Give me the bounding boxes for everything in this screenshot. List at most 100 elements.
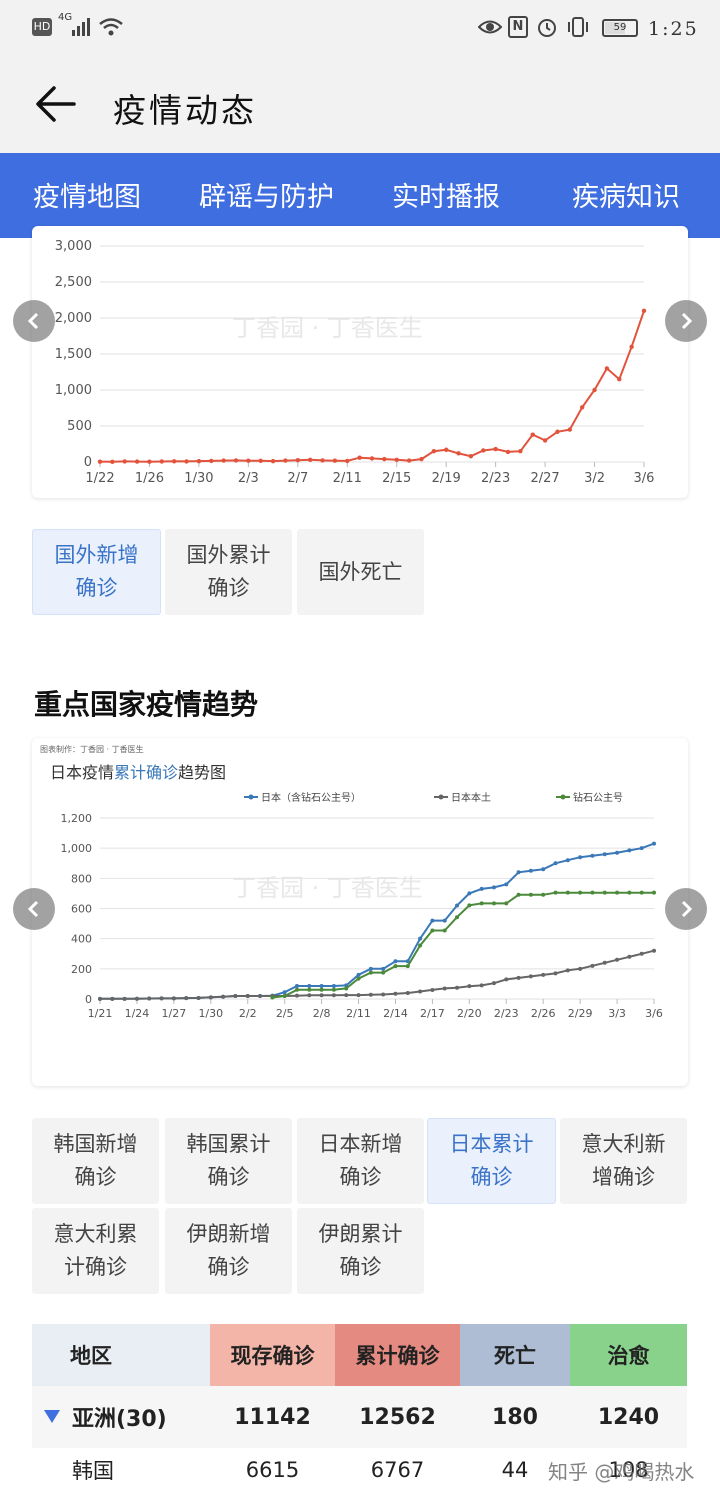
btn-korea-new[interactable]: 韩国新增确诊 [32,1118,159,1204]
data-point [381,992,386,997]
data-point [652,841,656,846]
btn-iran-new[interactable]: 伊朗新增确诊 [165,1208,292,1294]
data-point [481,448,486,453]
data-point [516,975,521,980]
data-point [504,882,509,887]
data-point [443,447,449,452]
y-tick-label: 1,000 [55,383,92,398]
btn-overseas-deaths[interactable]: 国外死亡 [297,529,424,615]
data-point [491,901,496,906]
data-point [110,996,115,1001]
x-tick-label: 2/5 [276,1007,294,1020]
data-point [418,936,423,941]
network-label: 4G [58,12,73,23]
back-arrow-icon[interactable] [34,82,78,126]
expand-triangle-icon[interactable] [44,1410,60,1423]
btn-iran-cumulative[interactable]: 伊朗累计确诊 [297,1208,424,1294]
table-row-asia[interactable] [32,1386,687,1448]
chart1-prev-button[interactable] [13,300,55,342]
data-point [553,971,558,976]
x-tick-label: 1/30 [184,471,213,486]
korea-current: 6615 [245,1458,300,1482]
tab-live-report[interactable]: 实时播报 [392,182,500,213]
data-point [344,993,349,998]
legend-label: 日本（含钻石公主号） [261,791,361,804]
btn-japan-cumulative[interactable]: 日本累计确诊 [427,1118,556,1204]
nfc-icon: N [508,16,528,38]
btn-japan-new[interactable]: 日本新增确诊 [297,1118,424,1204]
data-point [565,890,570,895]
data-point [553,890,558,895]
btn-italy-cumulative[interactable]: 意大利累计确诊 [32,1208,159,1294]
data-point [491,885,496,890]
btn-overseas-new[interactable]: 国外新增确诊 [32,529,161,615]
data-point [615,850,620,855]
chart-title: 日本疫情累计确诊趋势图 [50,763,226,782]
chart2-next-button[interactable] [665,888,707,930]
tab-epidemic-map[interactable]: 疫情地图 [33,182,141,213]
data-point [604,366,610,371]
data-point [578,966,583,971]
btn-overseas-cumulative[interactable]: 国外累计确诊 [165,529,292,615]
chart-watermark: 丁香园 · 丁香医生 [232,314,423,342]
data-point [530,432,535,437]
x-tick-label: 2/20 [457,1007,482,1020]
asia-region: 亚洲(30) [72,1407,167,1432]
y-tick-label: 500 [67,419,92,434]
data-point [493,446,498,452]
series-line-0 [100,842,655,1000]
data-point [578,855,583,860]
x-tick-label: 2/17 [420,1007,445,1020]
tab-rumor-protection[interactable]: 辟谣与防护 [199,182,334,213]
x-tick-label: 2/23 [494,1007,519,1020]
data-point [467,891,472,896]
y-tick-label: 0 [85,993,92,1006]
chart2-prev-button[interactable] [13,888,55,930]
data-point [629,344,634,349]
chart-source: 图表制作：丁香园 · 丁香医生 [40,744,144,754]
data-point [283,458,288,463]
x-tick-label: 2/14 [383,1007,408,1020]
data-point [528,892,533,897]
x-tick-label: 2/8 [313,1007,331,1020]
x-tick-label: 2/26 [531,1007,556,1020]
status-bar: HD 4G N 59 1:25 [0,0,720,58]
chevron-right-icon [681,312,693,330]
data-point [541,972,546,977]
data-point [602,852,607,857]
data-point [442,928,447,933]
y-tick-label: 2,000 [55,311,92,326]
eye-icon [478,20,502,34]
data-point [592,387,597,393]
table-row-korea[interactable] [32,1448,687,1496]
data-point [528,974,533,979]
signal-icon [72,18,90,36]
data-point [134,996,139,1001]
page-title: 疫情动态 [113,91,257,130]
chevron-left-icon [27,312,39,330]
x-tick-label: 2/15 [382,471,411,486]
data-point [431,449,437,454]
data-point [331,993,336,998]
data-point [516,870,521,875]
btn-korea-cumulative[interactable]: 韩国累计确诊 [165,1118,292,1204]
x-tick-label: 2/3 [238,471,259,486]
btn-italy-new[interactable]: 意大利新增确诊 [560,1118,687,1204]
x-tick-label: 3/6 [645,1007,663,1020]
data-point [319,987,324,992]
data-point [541,867,546,872]
x-tick-label: 3/6 [634,471,655,486]
data-point [455,915,460,920]
data-point [295,458,301,463]
data-point [159,459,165,464]
data-point [381,970,386,975]
x-tick-label: 2/2 [239,1007,257,1020]
tab-disease-knowledge[interactable]: 疾病知识 [572,182,680,213]
data-point [258,993,263,998]
data-point [468,454,474,459]
th-current: 现存确诊 [210,1324,335,1386]
data-point [356,972,361,977]
chart1-next-button[interactable] [665,300,707,342]
data-point [578,890,583,895]
